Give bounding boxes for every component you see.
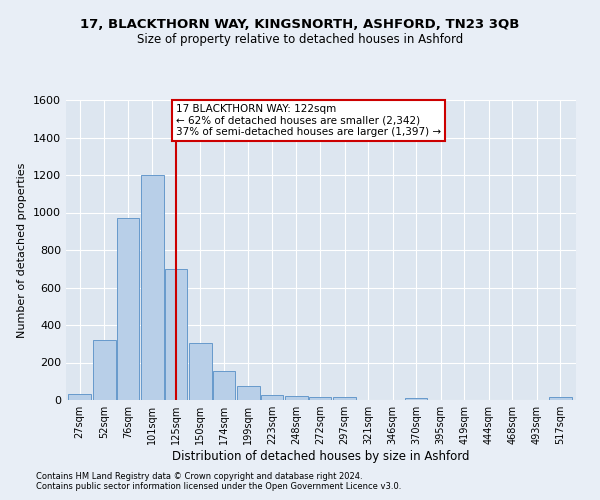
Text: 17, BLACKTHORN WAY, KINGSNORTH, ASHFORD, TN23 3QB: 17, BLACKTHORN WAY, KINGSNORTH, ASHFORD,… [80, 18, 520, 30]
Bar [116, 218, 139, 400]
Bar [164, 269, 187, 400]
X-axis label: Distribution of detached houses by size in Ashford: Distribution of detached houses by size … [172, 450, 470, 463]
Bar [260, 395, 283, 400]
Bar [285, 396, 308, 400]
Bar [189, 343, 212, 400]
Bar [549, 397, 572, 400]
Bar [212, 371, 235, 400]
Bar [309, 397, 331, 400]
Bar [405, 398, 427, 400]
Text: Size of property relative to detached houses in Ashford: Size of property relative to detached ho… [137, 32, 463, 46]
Text: Contains public sector information licensed under the Open Government Licence v3: Contains public sector information licen… [36, 482, 401, 491]
Bar [333, 397, 356, 400]
Bar [68, 394, 91, 400]
Bar [93, 340, 116, 400]
Bar [141, 175, 164, 400]
Y-axis label: Number of detached properties: Number of detached properties [17, 162, 28, 338]
Bar [237, 386, 260, 400]
Text: 17 BLACKTHORN WAY: 122sqm
← 62% of detached houses are smaller (2,342)
37% of se: 17 BLACKTHORN WAY: 122sqm ← 62% of detac… [176, 104, 441, 137]
Text: Contains HM Land Registry data © Crown copyright and database right 2024.: Contains HM Land Registry data © Crown c… [36, 472, 362, 481]
